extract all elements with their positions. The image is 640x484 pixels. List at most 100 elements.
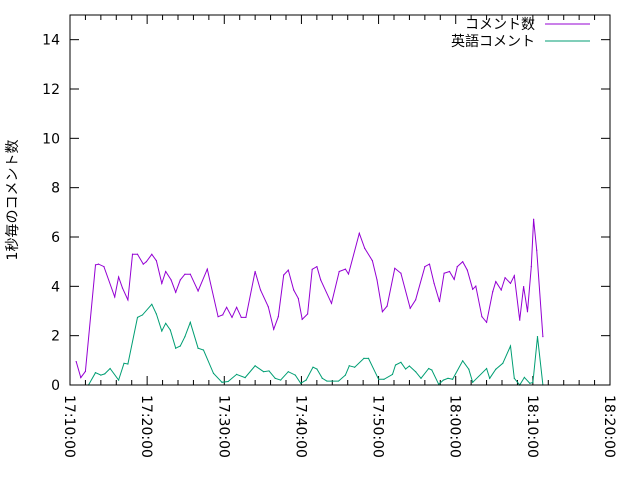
data-point bbox=[254, 365, 256, 367]
data-point bbox=[297, 297, 299, 300]
data-point bbox=[462, 261, 464, 263]
data-point bbox=[376, 279, 378, 281]
data-point bbox=[321, 377, 323, 379]
legend-label: 英語コメント bbox=[451, 33, 535, 50]
data-point bbox=[475, 285, 477, 287]
data-point bbox=[189, 321, 191, 323]
data-point bbox=[348, 365, 350, 367]
data-point bbox=[509, 345, 512, 347]
data-point bbox=[363, 357, 365, 359]
data-point bbox=[442, 379, 444, 381]
data-point bbox=[344, 268, 346, 270]
data-point bbox=[447, 377, 449, 379]
data-point bbox=[141, 314, 144, 316]
data-point bbox=[100, 374, 102, 376]
data-point bbox=[161, 330, 163, 332]
data-point bbox=[94, 264, 97, 266]
data-point bbox=[179, 345, 181, 347]
data-point bbox=[244, 377, 246, 379]
y-tick-label: 2 bbox=[51, 329, 60, 345]
data-point bbox=[136, 253, 139, 255]
data-point bbox=[263, 371, 265, 373]
data-point bbox=[293, 289, 295, 291]
data-point bbox=[472, 288, 474, 290]
data-point bbox=[202, 349, 205, 351]
data-point bbox=[462, 360, 464, 362]
data-point bbox=[326, 380, 328, 382]
data-point bbox=[142, 263, 144, 265]
data-point bbox=[175, 347, 177, 349]
data-point bbox=[131, 253, 134, 255]
data-point bbox=[472, 381, 474, 383]
data-point bbox=[400, 361, 402, 363]
x-tick-label: 17:10:00 bbox=[61, 395, 77, 458]
axes: 0 2 4 6 8 10 12 14 17:10:00 17:20:00 17:30:00 17:40… bbox=[42, 15, 617, 458]
y-tick-label: 12 bbox=[42, 82, 60, 98]
y-tick-label: 4 bbox=[51, 279, 60, 295]
x-tick-label: 17:20:00 bbox=[138, 395, 154, 458]
data-point bbox=[504, 277, 506, 279]
data-point bbox=[170, 279, 172, 281]
data-point bbox=[197, 290, 199, 292]
data-point bbox=[383, 378, 385, 380]
data-point bbox=[189, 273, 191, 275]
data-point bbox=[127, 299, 129, 301]
data-point bbox=[184, 273, 186, 275]
data-point bbox=[358, 232, 360, 234]
data-point bbox=[109, 367, 111, 370]
data-point bbox=[283, 274, 285, 276]
data-point bbox=[468, 368, 470, 370]
data-point bbox=[495, 281, 497, 283]
series-line-1 bbox=[75, 219, 544, 379]
data-point bbox=[502, 362, 504, 364]
data-point bbox=[287, 269, 289, 271]
data-point bbox=[532, 381, 534, 384]
data-point bbox=[226, 306, 228, 308]
data-point bbox=[280, 379, 282, 381]
data-point bbox=[222, 314, 224, 316]
data-point bbox=[155, 313, 157, 315]
data-point bbox=[118, 379, 120, 381]
data-point bbox=[519, 319, 521, 321]
data-point bbox=[227, 380, 229, 383]
y-tick-label: 0 bbox=[51, 378, 60, 394]
data-point bbox=[394, 267, 396, 269]
data-point bbox=[492, 291, 494, 293]
legend-label: コメント数 bbox=[465, 17, 535, 33]
y-tick-label: 14 bbox=[42, 33, 60, 49]
data-point bbox=[320, 279, 322, 281]
x-tick-label: 17:40:00 bbox=[292, 395, 308, 458]
data-point bbox=[466, 269, 468, 271]
data-point bbox=[443, 272, 445, 274]
data-point bbox=[118, 276, 120, 278]
data-point bbox=[165, 322, 167, 324]
data-point bbox=[381, 311, 384, 313]
data-point bbox=[236, 306, 238, 308]
data-point bbox=[420, 377, 422, 379]
data-point bbox=[338, 270, 340, 273]
data-point bbox=[536, 336, 539, 338]
x-tick-label: 17:50:00 bbox=[370, 395, 386, 458]
data-point bbox=[404, 368, 407, 370]
data-point bbox=[408, 365, 411, 367]
data-point bbox=[311, 268, 313, 270]
data-point bbox=[273, 328, 275, 330]
data-point bbox=[212, 372, 215, 375]
data-point bbox=[513, 377, 515, 379]
data-point bbox=[169, 329, 171, 331]
data-point bbox=[287, 371, 289, 373]
data-point bbox=[431, 369, 433, 371]
data-point bbox=[97, 263, 100, 265]
data-point bbox=[121, 287, 124, 289]
x-tick-label: 18:00:00 bbox=[447, 395, 463, 458]
data-point bbox=[456, 266, 458, 268]
data-point bbox=[240, 316, 242, 319]
data-point bbox=[409, 307, 411, 309]
data-point bbox=[267, 306, 269, 308]
data-point bbox=[254, 270, 256, 273]
data-point bbox=[301, 318, 303, 320]
data-point bbox=[316, 368, 318, 370]
data-point bbox=[428, 367, 430, 370]
data-point bbox=[415, 371, 417, 373]
series-line-2 bbox=[88, 303, 544, 386]
